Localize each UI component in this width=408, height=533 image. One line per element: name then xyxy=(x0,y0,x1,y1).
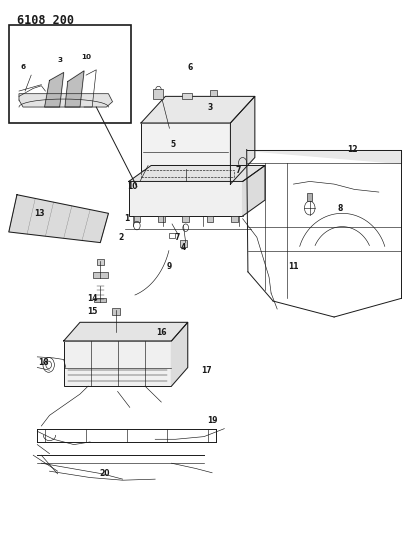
Bar xyxy=(134,216,140,222)
Polygon shape xyxy=(171,322,188,386)
Text: 19: 19 xyxy=(207,416,217,425)
Text: 10: 10 xyxy=(128,182,138,191)
Text: 7: 7 xyxy=(175,233,180,242)
Bar xyxy=(182,93,192,99)
Text: 8: 8 xyxy=(337,204,343,213)
Bar xyxy=(207,216,213,222)
Text: 4: 4 xyxy=(181,244,186,253)
Polygon shape xyxy=(44,72,64,107)
Text: 11: 11 xyxy=(288,262,299,271)
Text: 7: 7 xyxy=(236,166,241,175)
Bar xyxy=(112,308,120,314)
Polygon shape xyxy=(129,165,265,181)
Polygon shape xyxy=(65,71,84,107)
Text: 6108 200: 6108 200 xyxy=(17,14,74,27)
Bar xyxy=(94,298,106,302)
Bar xyxy=(307,193,312,201)
Polygon shape xyxy=(141,96,255,123)
Bar xyxy=(64,341,171,386)
Text: 17: 17 xyxy=(201,366,211,375)
Text: 2: 2 xyxy=(118,233,123,242)
Text: 15: 15 xyxy=(87,307,98,316)
Text: 5: 5 xyxy=(171,140,176,149)
Bar xyxy=(97,259,104,265)
Polygon shape xyxy=(19,94,113,107)
Text: 12: 12 xyxy=(347,145,358,154)
Polygon shape xyxy=(64,322,188,341)
Text: 20: 20 xyxy=(99,470,110,478)
Bar xyxy=(153,90,163,99)
Bar xyxy=(9,25,131,123)
Text: 14: 14 xyxy=(87,294,98,303)
Bar xyxy=(129,181,243,216)
Bar xyxy=(93,272,108,278)
Bar xyxy=(141,170,235,176)
Bar xyxy=(210,90,217,96)
Bar xyxy=(169,233,175,238)
Text: 18: 18 xyxy=(38,358,49,367)
Text: 3: 3 xyxy=(57,57,62,63)
Text: 10: 10 xyxy=(81,53,91,60)
Text: 13: 13 xyxy=(34,209,44,218)
Text: 6: 6 xyxy=(187,63,193,71)
Text: 3: 3 xyxy=(208,102,213,111)
Bar xyxy=(182,216,189,222)
Text: 9: 9 xyxy=(167,262,172,271)
Polygon shape xyxy=(247,150,401,163)
Bar xyxy=(180,240,187,247)
Polygon shape xyxy=(243,165,265,216)
Bar xyxy=(158,216,164,222)
Text: 16: 16 xyxy=(156,328,166,337)
Polygon shape xyxy=(231,96,255,184)
Text: 1: 1 xyxy=(124,214,129,223)
Bar xyxy=(141,123,231,184)
Polygon shape xyxy=(9,195,109,243)
Text: 6: 6 xyxy=(20,64,26,70)
Bar xyxy=(231,216,238,222)
